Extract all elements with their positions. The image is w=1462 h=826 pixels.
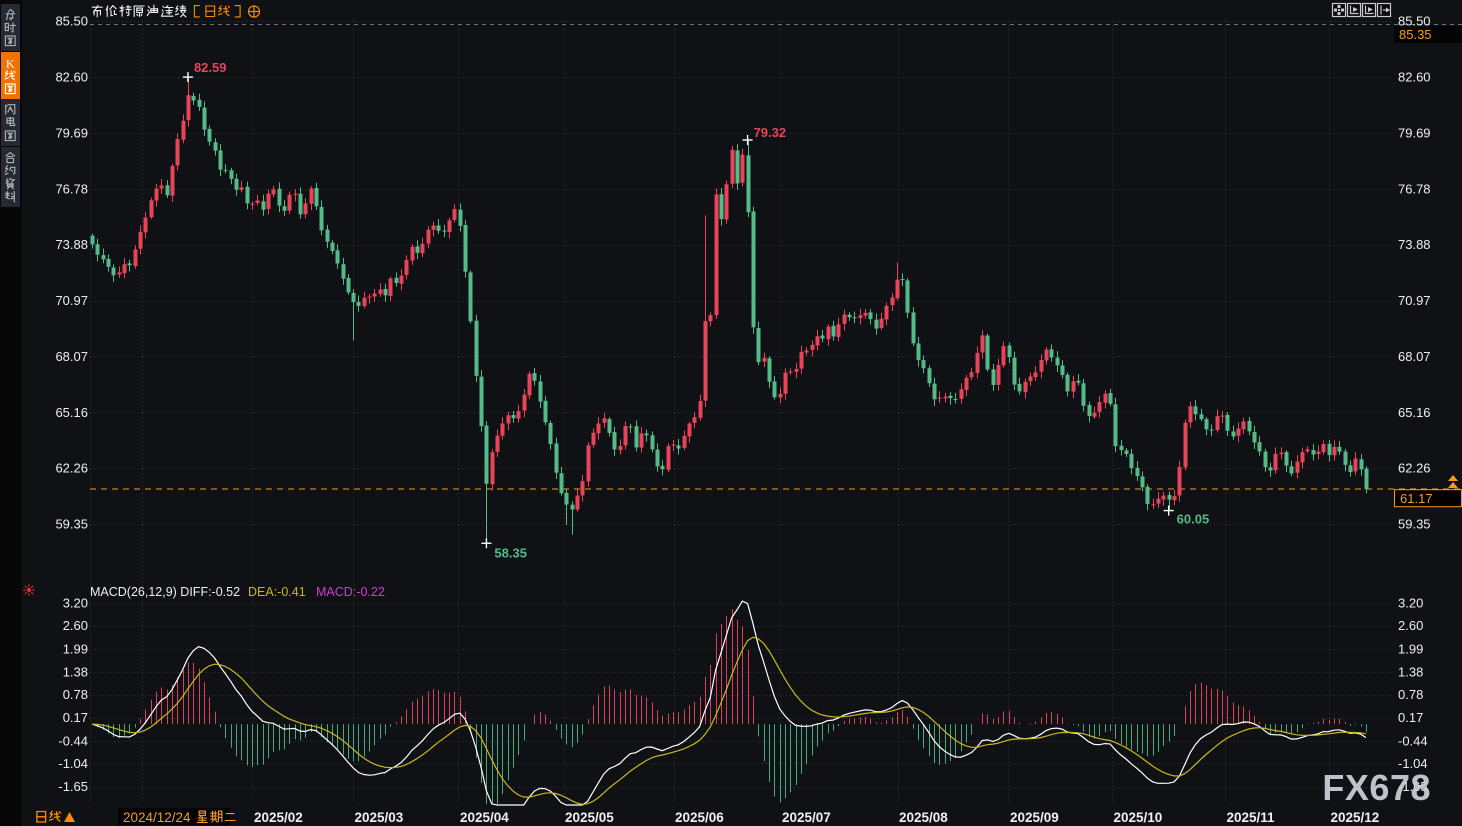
svg-text:1.99: 1.99 xyxy=(1398,641,1423,656)
svg-text:2025/04: 2025/04 xyxy=(460,810,509,825)
svg-text:2025/12: 2025/12 xyxy=(1331,810,1380,825)
svg-text:79.69: 79.69 xyxy=(1398,125,1431,140)
svg-text:70.97: 70.97 xyxy=(55,293,88,308)
svg-text:0.78: 0.78 xyxy=(1398,687,1423,702)
svg-text:79.69: 79.69 xyxy=(55,125,88,140)
svg-text:73.88: 73.88 xyxy=(55,237,88,252)
svg-text:3.20: 3.20 xyxy=(63,596,88,611)
svg-text:79.32: 79.32 xyxy=(754,125,787,140)
svg-text:2025/02: 2025/02 xyxy=(254,810,303,825)
svg-text:82.60: 82.60 xyxy=(1398,69,1431,84)
svg-text:2025/08: 2025/08 xyxy=(899,810,948,825)
svg-text:85.50: 85.50 xyxy=(1398,14,1431,29)
svg-text:73.88: 73.88 xyxy=(1398,237,1431,252)
svg-text:2024/12/24: 2024/12/24 xyxy=(123,810,191,825)
svg-text:K: K xyxy=(6,57,15,71)
svg-text:2025/03: 2025/03 xyxy=(355,810,404,825)
svg-text:2025/06: 2025/06 xyxy=(675,810,724,825)
svg-text:3.20: 3.20 xyxy=(1398,596,1423,611)
svg-text:62.26: 62.26 xyxy=(1398,461,1431,476)
svg-text:2025/10: 2025/10 xyxy=(1114,810,1163,825)
svg-text:58.35: 58.35 xyxy=(494,545,527,560)
svg-text:2.60: 2.60 xyxy=(63,618,88,633)
svg-text:MACD(26,12,9) DIFF:-0.52: MACD(26,12,9) DIFF:-0.52 xyxy=(90,585,240,599)
svg-text:59.35: 59.35 xyxy=(1398,517,1431,532)
svg-text:65.16: 65.16 xyxy=(55,405,88,420)
svg-text:0.17: 0.17 xyxy=(63,710,88,725)
svg-text:76.78: 76.78 xyxy=(1398,181,1431,196)
svg-text:76.78: 76.78 xyxy=(55,181,88,196)
svg-text:FX678: FX678 xyxy=(1322,767,1431,808)
svg-text:59.35: 59.35 xyxy=(55,517,88,532)
svg-text:68.07: 68.07 xyxy=(55,349,88,364)
svg-text:85.35: 85.35 xyxy=(1399,27,1432,42)
svg-text:-0.44: -0.44 xyxy=(58,733,88,748)
svg-text:2025/09: 2025/09 xyxy=(1010,810,1059,825)
svg-text:60.05: 60.05 xyxy=(1177,512,1210,527)
svg-text:70.97: 70.97 xyxy=(1398,293,1431,308)
svg-text:0.17: 0.17 xyxy=(1398,710,1423,725)
svg-text:-1.04: -1.04 xyxy=(1398,756,1428,771)
svg-text:MACD:-0.22: MACD:-0.22 xyxy=(316,585,385,599)
svg-text:82.60: 82.60 xyxy=(55,69,88,84)
svg-text:-0.44: -0.44 xyxy=(1398,733,1428,748)
svg-text:2025/11: 2025/11 xyxy=(1227,810,1276,825)
svg-text:1.38: 1.38 xyxy=(63,664,88,679)
svg-text:2025/07: 2025/07 xyxy=(782,810,831,825)
svg-text:85.50: 85.50 xyxy=(55,14,88,29)
svg-text:2025/05: 2025/05 xyxy=(565,810,614,825)
svg-text:DEA:-0.41: DEA:-0.41 xyxy=(248,585,306,599)
svg-text:1.99: 1.99 xyxy=(63,641,88,656)
svg-text:0.78: 0.78 xyxy=(63,687,88,702)
svg-text:2.60: 2.60 xyxy=(1398,618,1423,633)
svg-text:-1.65: -1.65 xyxy=(58,779,88,794)
svg-text:65.16: 65.16 xyxy=(1398,405,1431,420)
svg-text:68.07: 68.07 xyxy=(1398,349,1431,364)
svg-text:-1.04: -1.04 xyxy=(58,756,88,771)
svg-text:62.26: 62.26 xyxy=(55,461,88,476)
svg-text:1.38: 1.38 xyxy=(1398,664,1423,679)
svg-text:61.17: 61.17 xyxy=(1400,491,1433,506)
svg-text:-1.65: -1.65 xyxy=(1398,779,1428,794)
svg-text:82.59: 82.59 xyxy=(194,60,227,75)
